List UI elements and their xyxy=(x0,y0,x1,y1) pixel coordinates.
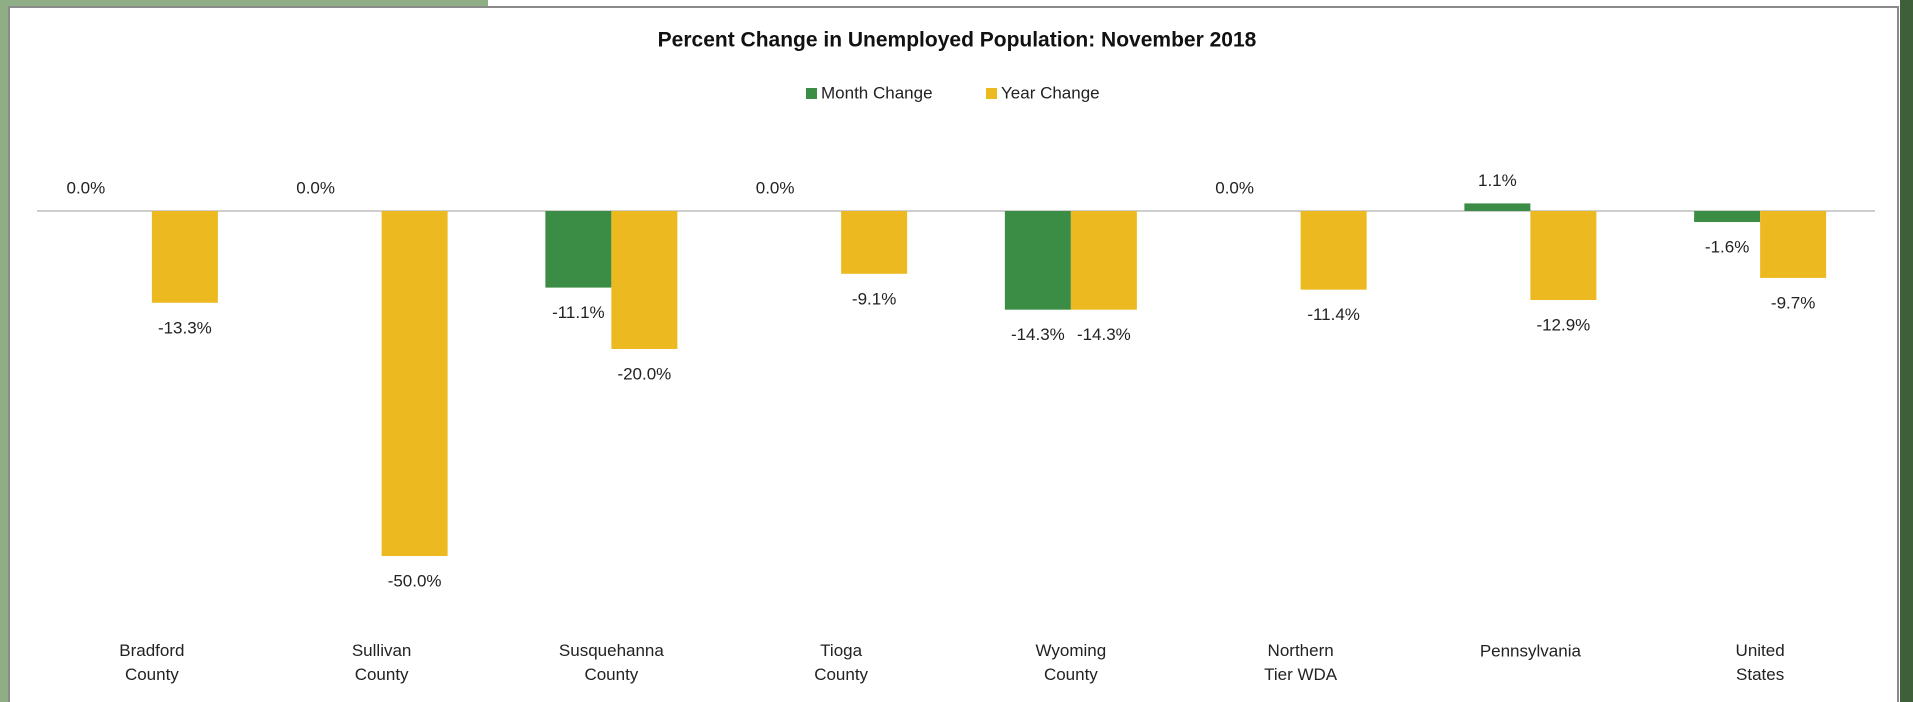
bar xyxy=(1464,203,1531,211)
bar xyxy=(1760,211,1827,278)
data-label: 0.0% xyxy=(67,178,106,197)
x-tick-line: States xyxy=(1736,665,1784,684)
frame-left xyxy=(0,0,9,702)
x-tick-label: Bradford County xyxy=(119,641,184,684)
data-label: -1.6% xyxy=(1705,238,1749,257)
x-tick-line: County xyxy=(355,665,409,684)
x-tick-line: Northern xyxy=(1268,641,1334,660)
x-tick-label: Susquehanna County xyxy=(559,641,664,684)
bar xyxy=(1070,211,1137,310)
x-tick-label: United States xyxy=(1736,641,1785,684)
frame-right xyxy=(1900,0,1913,702)
bar xyxy=(545,211,612,288)
bar xyxy=(841,211,908,274)
data-label: -13.3% xyxy=(158,318,212,337)
data-label: 0.0% xyxy=(756,178,795,197)
bar xyxy=(381,211,448,556)
data-label: -20.0% xyxy=(617,364,671,383)
x-tick-line: United xyxy=(1736,641,1785,660)
data-label: 0.0% xyxy=(296,178,335,197)
bar xyxy=(611,211,678,349)
x-tick-label: Sullivan County xyxy=(352,641,412,684)
data-label: -9.7% xyxy=(1771,293,1815,312)
legend-label: Year Change xyxy=(1001,83,1100,102)
data-label: 1.1% xyxy=(1478,171,1517,190)
bar xyxy=(1300,211,1367,290)
bar xyxy=(151,211,218,303)
x-tick-line: Bradford xyxy=(119,641,184,660)
bar xyxy=(1004,211,1071,310)
data-label: -11.1% xyxy=(552,303,605,322)
legend-label: Month Change xyxy=(821,83,933,102)
data-label: -50.0% xyxy=(388,571,442,590)
x-tick-line: County xyxy=(125,665,179,684)
x-tick-line: Tier WDA xyxy=(1264,665,1338,684)
x-tick-label: Northern Tier WDA xyxy=(1264,641,1338,684)
data-label: -11.4% xyxy=(1307,305,1360,324)
data-label: -9.1% xyxy=(852,289,896,308)
x-tick-label: Wyoming County xyxy=(1036,641,1107,684)
data-label: -12.9% xyxy=(1536,315,1590,334)
x-tick-line: County xyxy=(814,665,868,684)
data-label: 0.0% xyxy=(1215,178,1254,197)
chart-border xyxy=(8,6,1899,702)
x-tick-label: Pennsylvania xyxy=(1480,641,1582,660)
x-tick-line: Wyoming xyxy=(1036,641,1107,660)
chart-title: Percent Change in Unemployed Population:… xyxy=(658,29,1257,52)
x-tick-line: Tioga xyxy=(820,641,862,660)
x-tick-line: County xyxy=(1044,665,1098,684)
x-tick-label: Tioga County xyxy=(814,641,868,684)
frame-tab xyxy=(0,0,488,8)
bar xyxy=(1694,211,1761,223)
data-label: -14.3% xyxy=(1011,325,1065,344)
x-tick-line: Sullivan xyxy=(352,641,412,660)
legend-swatch xyxy=(986,88,997,99)
bar xyxy=(1530,211,1597,301)
x-tick-line: County xyxy=(584,665,638,684)
x-tick-line: Susquehanna xyxy=(559,641,664,660)
data-label: -14.3% xyxy=(1077,325,1131,344)
legend-swatch xyxy=(806,88,817,99)
